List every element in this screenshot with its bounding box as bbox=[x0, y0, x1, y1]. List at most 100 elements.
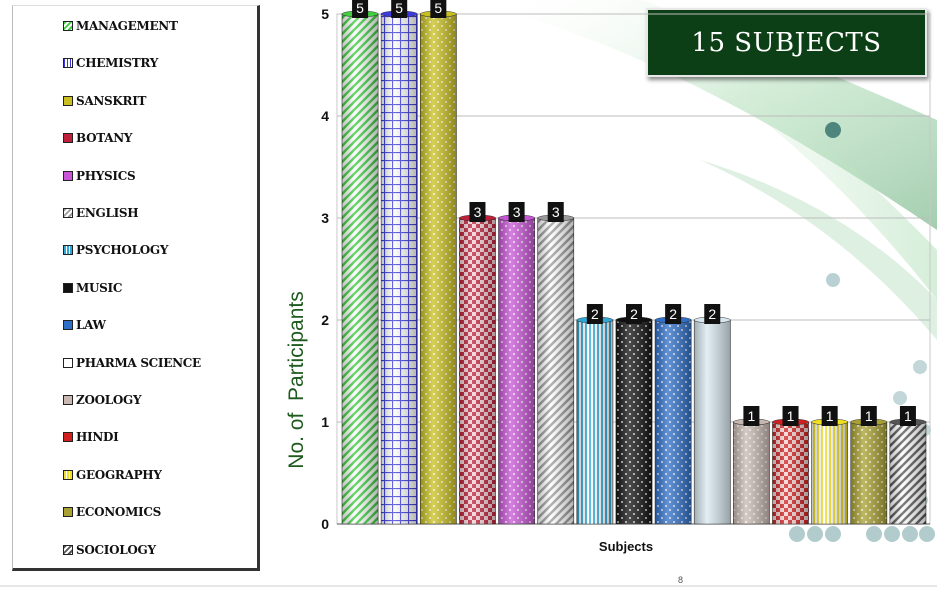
legend-swatch bbox=[63, 544, 73, 555]
data-label: 2 bbox=[591, 306, 599, 322]
legend-item: ENGLISH bbox=[63, 204, 139, 222]
data-label: 1 bbox=[865, 408, 873, 424]
data-label-bg bbox=[899, 406, 916, 426]
data-label-bg bbox=[586, 304, 603, 324]
legend-swatch bbox=[63, 469, 73, 480]
data-label-bg bbox=[704, 304, 721, 324]
y-tick-label: 4 bbox=[321, 108, 329, 124]
legend-swatch bbox=[63, 245, 73, 256]
legend-swatch bbox=[63, 432, 73, 443]
data-label-bg bbox=[352, 0, 369, 18]
data-label: 5 bbox=[434, 0, 442, 16]
data-label-bg bbox=[665, 304, 682, 324]
data-label: 3 bbox=[474, 204, 482, 220]
data-label-bg bbox=[821, 406, 838, 426]
bar-sanskrit bbox=[419, 10, 457, 525]
slide-title-text: 15 SUBJECTS bbox=[691, 27, 882, 58]
legend-label: ZOOLOGY bbox=[76, 393, 142, 407]
data-label-bg bbox=[626, 304, 642, 324]
legend-label: SOCIOLOGY bbox=[76, 542, 156, 557]
legend-item: MUSIC bbox=[63, 279, 122, 297]
data-label: 1 bbox=[748, 408, 756, 424]
legend-label: HINDI bbox=[76, 430, 119, 445]
legend-label: ECONOMICS bbox=[76, 505, 161, 520]
legend-swatch bbox=[63, 395, 73, 405]
legend-swatch bbox=[63, 208, 73, 218]
page-number: 8 bbox=[678, 575, 684, 585]
bar-economics bbox=[850, 418, 888, 525]
legend-item: MANAGEMENT bbox=[63, 17, 178, 35]
legend-label: ENGLISH bbox=[76, 206, 139, 220]
data-label: 2 bbox=[669, 306, 677, 322]
bar-music bbox=[615, 316, 653, 525]
legend-swatch bbox=[63, 507, 73, 518]
data-label-bg bbox=[860, 406, 877, 426]
legend-label: PHYSICS bbox=[76, 168, 136, 183]
y-tick-label: 5 bbox=[321, 6, 329, 22]
legend-swatch bbox=[63, 95, 73, 106]
legend-item: LAW bbox=[63, 316, 106, 334]
data-label: 5 bbox=[395, 0, 403, 16]
y-tick-label: 0 bbox=[321, 516, 329, 532]
data-label: 3 bbox=[552, 204, 560, 220]
legend-swatch bbox=[63, 21, 73, 31]
legend-label: PSYCHOLOGY bbox=[76, 243, 169, 258]
legend-label: BOTANY bbox=[76, 131, 133, 146]
y-tick-label: 2 bbox=[321, 312, 329, 328]
legend-item: BOTANY bbox=[63, 129, 132, 147]
legend-item: HINDI bbox=[63, 428, 119, 446]
legend-swatch bbox=[63, 282, 73, 293]
bar-physics bbox=[498, 214, 535, 525]
legend-item: SANSKRIT bbox=[63, 92, 146, 110]
x-axis-label: Subjects bbox=[599, 539, 653, 554]
legend-swatch bbox=[63, 170, 73, 181]
y-tick-label: 3 bbox=[321, 210, 329, 226]
legend-label: MUSIC bbox=[76, 280, 123, 295]
data-label-bg bbox=[508, 202, 525, 222]
bar-pharma-science bbox=[693, 316, 731, 525]
legend-item: CHEMISTRY bbox=[63, 54, 158, 72]
bar-english bbox=[537, 214, 575, 525]
bar-sociology bbox=[889, 418, 927, 525]
bar-chemistry bbox=[380, 10, 418, 525]
legend-item: PSYCHOLOGY bbox=[63, 241, 168, 259]
slide-title: 15 SUBJECTS bbox=[646, 8, 927, 77]
legend-label: PHARMA SCIENCE bbox=[76, 355, 201, 370]
legend-swatch bbox=[63, 320, 73, 331]
data-label: 2 bbox=[630, 306, 638, 322]
bar-hindi bbox=[772, 418, 809, 525]
bar-botany bbox=[459, 214, 496, 525]
data-label: 5 bbox=[356, 0, 364, 16]
data-label-bg bbox=[430, 0, 447, 18]
data-label-bg bbox=[782, 406, 799, 426]
legend-item: ZOOLOGY bbox=[63, 391, 142, 409]
legend-label: GEOGRAPHY bbox=[76, 467, 162, 482]
chart-legend: MANAGEMENT CHEMISTRY SANSKRIT BOTANY PHYSICS… bbox=[12, 5, 260, 571]
legend-swatch bbox=[63, 357, 73, 368]
y-axis-label: No. of Participants bbox=[285, 291, 308, 468]
bar-management bbox=[341, 10, 379, 525]
y-tick-label: 1 bbox=[321, 414, 329, 430]
bar-psychology bbox=[576, 316, 614, 525]
legend-item: SOCIOLOGY bbox=[63, 541, 156, 559]
legend-label: LAW bbox=[76, 318, 106, 333]
data-label-bg bbox=[469, 202, 486, 222]
legend-item: PHARMA SCIENCE bbox=[63, 354, 201, 372]
legend-label: MANAGEMENT bbox=[76, 19, 178, 33]
data-label-bg bbox=[391, 0, 408, 18]
data-label-bg bbox=[743, 406, 760, 426]
legend-label: SANSKRIT bbox=[76, 93, 147, 108]
legend-item: PHYSICS bbox=[63, 167, 136, 185]
bar-zoology bbox=[733, 418, 770, 525]
bar-geography bbox=[811, 418, 849, 525]
data-label: 1 bbox=[787, 408, 795, 424]
data-label: 1 bbox=[904, 408, 912, 424]
bar-law bbox=[654, 316, 692, 525]
legend-swatch bbox=[63, 58, 73, 69]
data-label: 2 bbox=[708, 306, 716, 322]
data-label: 3 bbox=[513, 204, 521, 220]
data-label-bg bbox=[547, 202, 564, 222]
legend-label: CHEMISTRY bbox=[76, 56, 158, 71]
legend-item: ECONOMICS bbox=[63, 503, 161, 521]
